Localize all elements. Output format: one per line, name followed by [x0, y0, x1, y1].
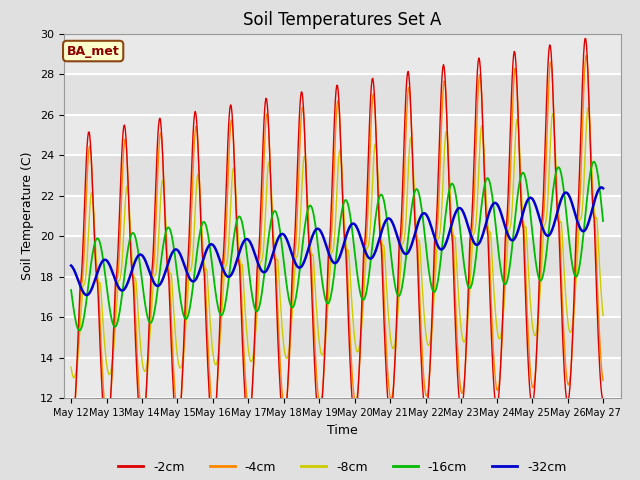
Bar	[64, 277, 621, 317]
Title: Soil Temperatures Set A: Soil Temperatures Set A	[243, 11, 442, 29]
Bar	[64, 236, 621, 277]
Bar	[64, 34, 621, 74]
Legend: -2cm, -4cm, -8cm, -16cm, -32cm: -2cm, -4cm, -8cm, -16cm, -32cm	[113, 456, 572, 479]
Bar	[64, 74, 621, 115]
Bar	[64, 317, 621, 358]
Bar	[64, 115, 621, 155]
Bar	[64, 358, 621, 398]
Bar	[64, 155, 621, 196]
X-axis label: Time: Time	[327, 424, 358, 437]
Text: BA_met: BA_met	[67, 45, 120, 58]
Y-axis label: Soil Temperature (C): Soil Temperature (C)	[22, 152, 35, 280]
Bar	[64, 196, 621, 236]
